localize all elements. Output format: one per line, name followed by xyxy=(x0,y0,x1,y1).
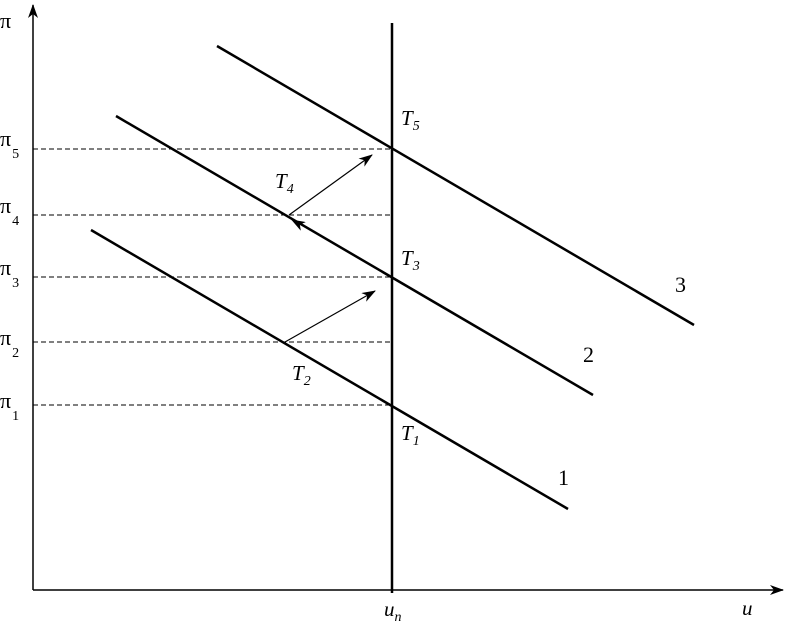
curve-3 xyxy=(216,44,695,327)
point-t5-label: T5 xyxy=(401,106,420,134)
arrow-t4-to-t5 xyxy=(288,154,373,216)
point-t4-label: T4 xyxy=(275,169,294,197)
pi1-label: π1 xyxy=(0,388,19,424)
point-t2-label: T2 xyxy=(292,361,311,389)
curve-2-label: 2 xyxy=(583,342,594,367)
point-t3-label: T3 xyxy=(401,246,420,274)
pi5-label: π5 xyxy=(0,126,19,162)
natural-rate-label: un xyxy=(384,597,402,625)
point-t1-label: T1 xyxy=(401,421,420,449)
y-axis-label: π xyxy=(0,8,11,33)
pi3-label: π3 xyxy=(0,255,19,291)
pi4-label: π4 xyxy=(0,193,19,229)
curve-1-label: 1 xyxy=(558,465,569,490)
pi2-label: π2 xyxy=(0,325,19,361)
curve-3-label: 3 xyxy=(675,272,686,297)
x-axis-label: u xyxy=(742,596,753,620)
curve-1 xyxy=(90,228,569,511)
arrow-t2-to-t3 xyxy=(284,290,376,343)
curve-2 xyxy=(115,114,594,397)
